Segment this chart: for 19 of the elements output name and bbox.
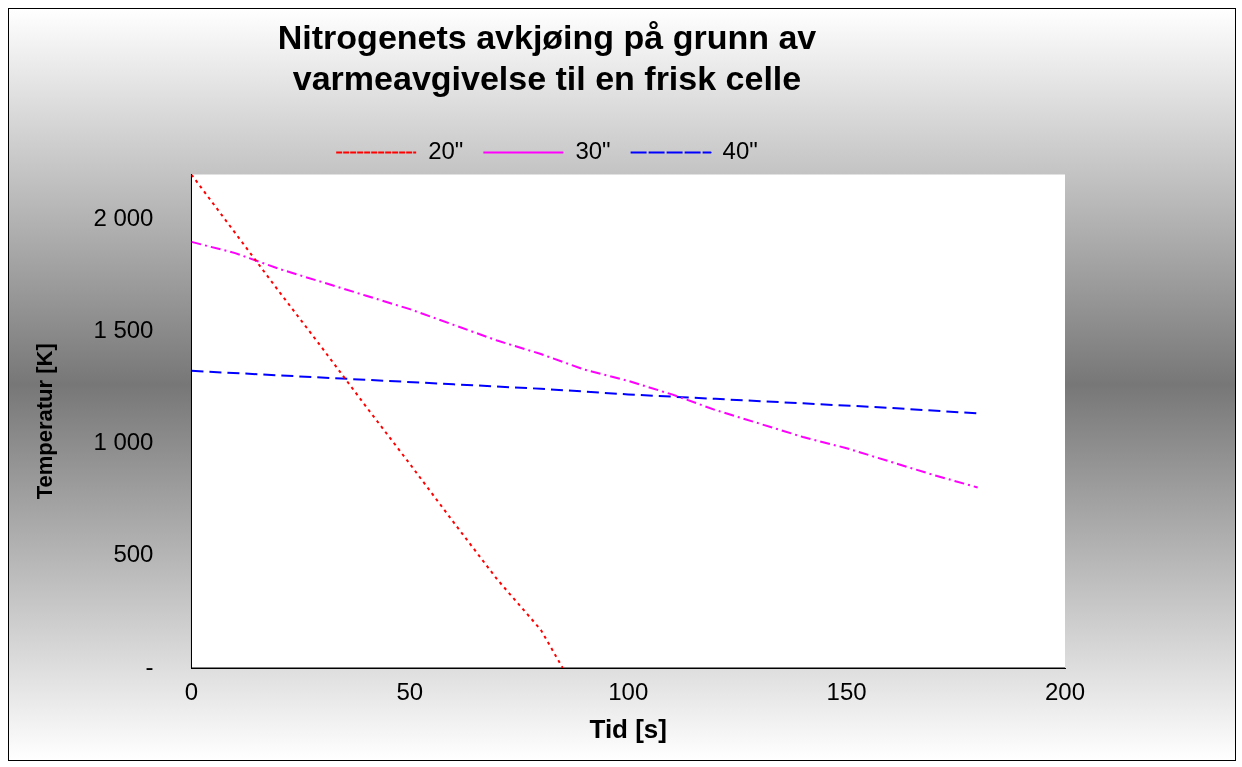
text: Nitrogenets avkjøing på grunn av [277,17,817,56]
legend-label: 30" [575,137,611,165]
x-tick-label: 0 [184,678,199,706]
legend-label: 40" [722,137,758,165]
x-axis-title: Tid [s] [589,713,667,744]
text: varmeavgivelse til en frisk celle [292,58,802,97]
x-tick-label: 50 [396,678,424,706]
line-series [191,369,979,415]
x-tick-label: 100 [608,678,649,706]
x-tick-label: 200 [1044,678,1086,706]
y-tick-label: 2 000 [93,204,154,232]
x-tick-label: 150 [826,678,867,706]
legend-label: 20" [428,137,464,165]
y-tick-label: - [145,652,154,680]
y-tick-label: 500 [113,540,154,568]
y-axis-title: Temperatur [K] [32,343,58,500]
line-series [191,240,979,489]
y-tick-label: 1 500 [93,316,154,344]
y-tick-label: 1 000 [93,428,154,456]
